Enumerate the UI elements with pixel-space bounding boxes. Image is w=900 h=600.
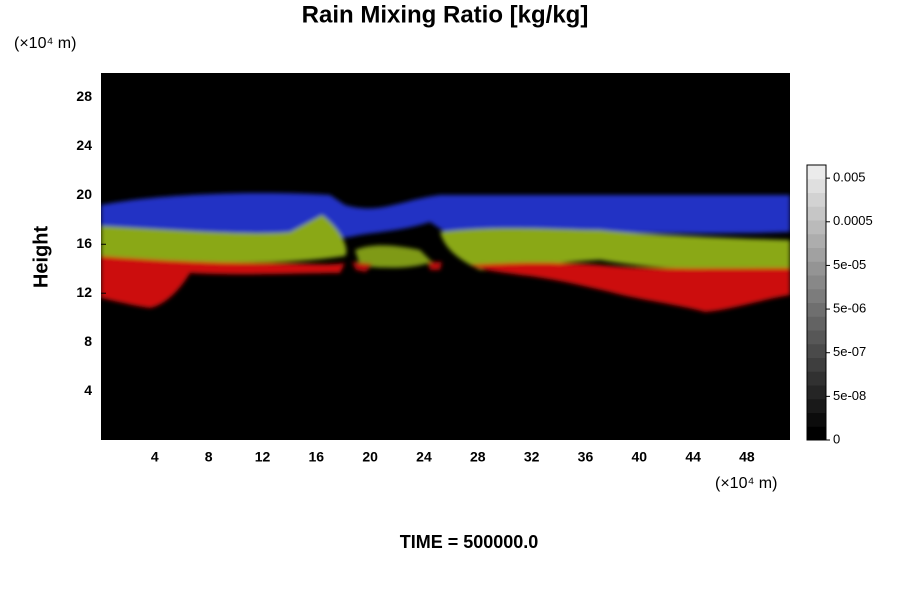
colorbar-band — [807, 288, 826, 303]
colorbar-band — [807, 412, 826, 427]
colorbar-band — [807, 398, 826, 413]
green-region — [440, 228, 790, 270]
chart-title: Rain Mixing Ratio [kg/kg] — [302, 1, 589, 28]
x-tick-label: 36 — [578, 449, 594, 465]
time-annotation: TIME = 500000.0 — [400, 532, 539, 552]
x-tick-label: 16 — [309, 449, 325, 465]
colorbar-tick-label: 5e-06 — [833, 301, 866, 316]
colorbar-band — [807, 371, 826, 386]
colorbar-band — [807, 357, 826, 372]
colorbar-band — [807, 426, 826, 441]
green-region — [101, 215, 347, 273]
colorbar-band — [807, 275, 826, 290]
x-tick-label: 28 — [470, 449, 486, 465]
x-unit: (×10⁴ m) — [715, 475, 777, 492]
field — [101, 193, 790, 312]
colorbar-band — [807, 165, 826, 180]
colorbar-band — [807, 247, 826, 262]
blue-region — [101, 193, 790, 240]
y-tick-label: 28 — [76, 88, 92, 104]
x-tick-label: 44 — [685, 449, 701, 465]
y-tick-label: 8 — [84, 333, 92, 349]
colorbar-tick-label: 0.005 — [833, 170, 866, 185]
green-region — [355, 245, 432, 268]
colorbar-band — [807, 261, 826, 276]
colorbar-band — [807, 316, 826, 331]
red-region — [101, 256, 345, 308]
x-tick-label: 12 — [255, 449, 271, 465]
colorbar-band — [807, 178, 826, 193]
x-tick-label: 8 — [205, 449, 213, 465]
y-tick-label: 20 — [76, 186, 92, 202]
y-axis-label: Height — [30, 226, 52, 289]
y-tick-label: 24 — [76, 137, 92, 153]
colorbar-band — [807, 385, 826, 400]
colorbar-tick-label: 0 — [833, 431, 840, 446]
colorbar-band — [807, 206, 826, 221]
x-tick-label: 48 — [739, 449, 755, 465]
x-tick-label: 40 — [631, 449, 647, 465]
colorbar-tick-label: 5e-08 — [833, 388, 866, 403]
colorbar-band — [807, 343, 826, 358]
colorbar-band — [807, 192, 826, 207]
colorbar-tick-label: 5e-05 — [833, 257, 866, 272]
colorbar-tick-label: 0.0005 — [833, 213, 873, 228]
colorbar-band — [807, 330, 826, 345]
y-tick-label: 12 — [76, 284, 92, 300]
y-tick-label: 16 — [76, 235, 92, 251]
x-tick-label: 4 — [151, 449, 159, 465]
colorbar-band — [807, 233, 826, 248]
colorbar-tick-label: 5e-07 — [833, 344, 866, 359]
red-region — [352, 262, 442, 272]
colorbar-band — [807, 220, 826, 235]
x-tick-label: 24 — [416, 449, 432, 465]
red-region — [470, 262, 790, 312]
x-tick-label: 20 — [362, 449, 378, 465]
colorbar-band — [807, 302, 826, 317]
y-unit: (×10⁴ m) — [14, 35, 76, 52]
y-tick-label: 4 — [84, 382, 92, 398]
colorbar-frame — [806, 164, 827, 441]
x-tick-label: 32 — [524, 449, 540, 465]
